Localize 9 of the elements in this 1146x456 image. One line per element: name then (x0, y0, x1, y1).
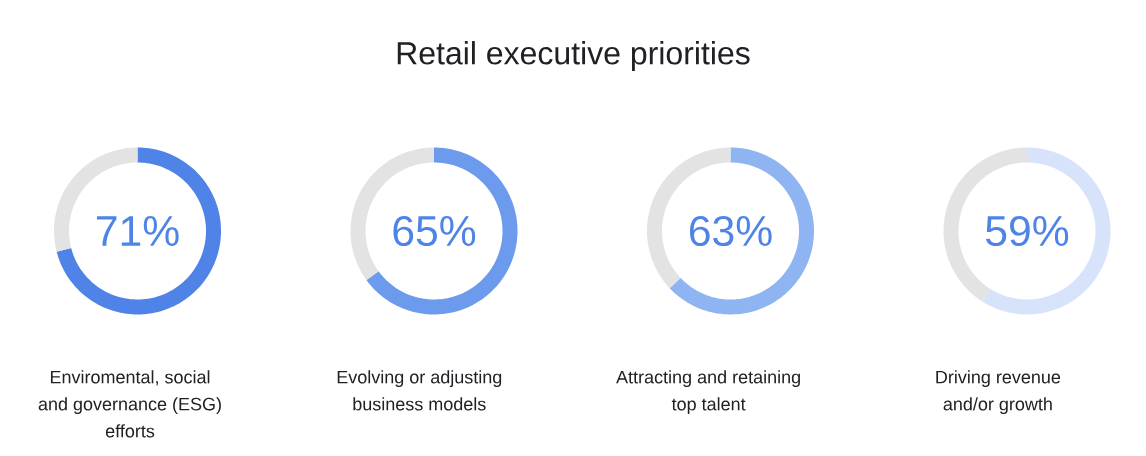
data-label: 59% (986, 215, 1069, 247)
data-label: 63% (689, 215, 772, 247)
data-label: 71% (97, 216, 179, 246)
slice-label: Evolving or adjusting business models (337, 370, 502, 411)
slice-label: Enviromental, social and governance (ESG) efforts (38, 370, 221, 438)
slice-label: Attracting and retaining top talent (616, 370, 800, 415)
data-label: 65% (393, 215, 476, 247)
slice-label: Driving revenue and/or growth (936, 370, 1061, 415)
text: Retail executive priorities (397, 41, 750, 71)
